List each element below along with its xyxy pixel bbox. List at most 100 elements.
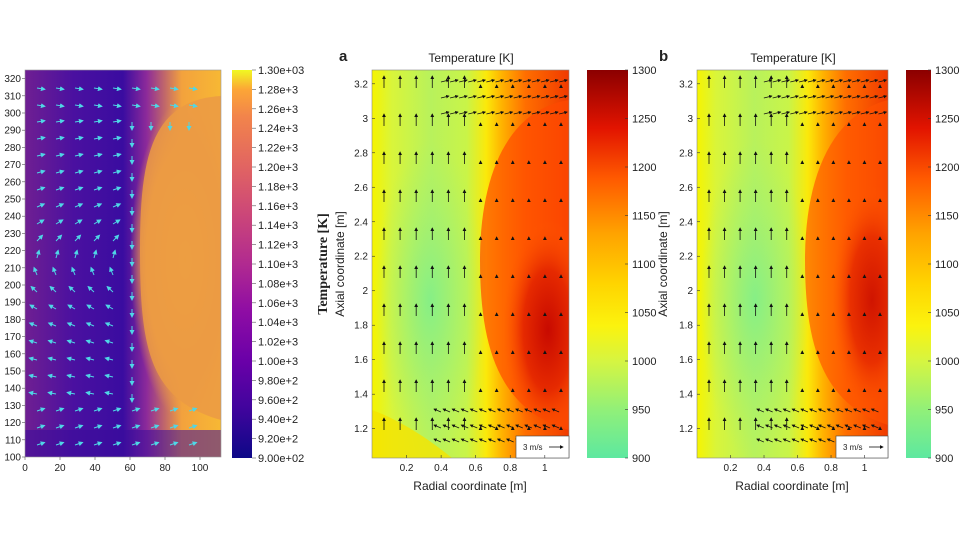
velocity-vector bbox=[763, 94, 773, 99]
velocity-vector bbox=[860, 94, 870, 99]
velocity-vector bbox=[826, 438, 835, 443]
ytick-label: 2.8 bbox=[679, 148, 693, 159]
plasma-ytick-label: 300 bbox=[4, 109, 21, 120]
velocity-vector bbox=[150, 86, 160, 92]
colorbar-tick-label: 1150 bbox=[935, 211, 959, 223]
velocity-vector bbox=[55, 407, 65, 413]
colorbar-tick-label: 1300 bbox=[935, 65, 959, 77]
velocity-vector bbox=[104, 322, 114, 327]
panel-b-title: Temperature [K] bbox=[750, 51, 835, 65]
velocity-vector bbox=[28, 390, 38, 396]
plasma-bottom-band bbox=[25, 430, 221, 457]
velocity-vector bbox=[816, 94, 826, 99]
velocity-vector bbox=[861, 408, 870, 413]
velocity-vector bbox=[468, 110, 477, 115]
velocity-vector bbox=[112, 152, 122, 158]
velocity-vector bbox=[109, 266, 114, 276]
velocity-vector bbox=[533, 408, 542, 413]
velocity-vector bbox=[55, 103, 65, 109]
panel-b-ylabel: Axial coordinate [m] bbox=[656, 211, 670, 316]
plasma-ytick-label: 170 bbox=[4, 332, 21, 343]
panel-a: a Temperature [K] 3 m/s 0.2 0.4 0.6 0.8 1 1.2… bbox=[333, 48, 656, 493]
velocity-vector bbox=[809, 424, 817, 429]
velocity-vector bbox=[800, 438, 809, 443]
velocity-vector bbox=[878, 94, 888, 99]
velocity-vector bbox=[49, 285, 57, 293]
velocity-vector bbox=[826, 408, 835, 413]
ytick-label: 1.8 bbox=[679, 321, 693, 332]
velocity-vector bbox=[825, 94, 835, 99]
velocity-vector bbox=[870, 424, 879, 429]
panel-b-colorbar-bar bbox=[906, 70, 931, 458]
velocity-vector bbox=[835, 424, 844, 429]
velocity-vector bbox=[513, 110, 523, 115]
panel-b-letter: b bbox=[659, 48, 668, 65]
velocity-vector bbox=[531, 78, 541, 83]
velocity-vector bbox=[92, 249, 98, 259]
velocity-vector bbox=[791, 408, 800, 413]
colorbar-tick-label: 1100 bbox=[632, 259, 656, 271]
velocity-vector bbox=[28, 373, 38, 379]
velocity-vector bbox=[756, 438, 764, 443]
velocity-vector bbox=[513, 78, 523, 83]
velocity-vector bbox=[549, 110, 559, 115]
velocity-vector bbox=[112, 135, 122, 141]
velocity-vector bbox=[460, 438, 469, 443]
velocity-vector bbox=[433, 424, 442, 429]
velocity-vector bbox=[66, 390, 76, 396]
velocity-vector bbox=[756, 424, 764, 429]
plasma-colorbar-ticks: 1.30e+03 1.28e+3 1.26e+3 1.24e+3 1.22e+3 1.20… bbox=[252, 65, 304, 465]
velocity-vector bbox=[486, 78, 496, 83]
velocity-vector bbox=[47, 373, 57, 379]
velocity-vector bbox=[782, 438, 791, 443]
velocity-vector bbox=[169, 424, 179, 430]
velocity-vector bbox=[111, 249, 117, 259]
velocity-vector bbox=[799, 78, 808, 83]
velocity-vector bbox=[515, 424, 523, 429]
velocity-vector bbox=[86, 304, 95, 310]
velocity-vector bbox=[36, 169, 46, 175]
velocity-vector bbox=[74, 135, 84, 141]
velocity-vector bbox=[131, 407, 141, 413]
plasma-ytick-label: 130 bbox=[4, 401, 21, 412]
panel-a-frame bbox=[371, 69, 570, 459]
velocity-vector bbox=[449, 94, 459, 99]
velocity-vector bbox=[860, 110, 870, 115]
velocity-vector bbox=[188, 424, 198, 430]
velocity-vector bbox=[843, 110, 852, 115]
velocity-vector bbox=[30, 285, 38, 293]
xtick-label: 0.2 bbox=[724, 463, 738, 474]
velocity-vector bbox=[66, 373, 76, 379]
velocity-vector bbox=[74, 234, 82, 242]
velocity-vector bbox=[104, 356, 114, 362]
velocity-vector bbox=[169, 407, 179, 413]
velocity-vector bbox=[773, 424, 782, 429]
plasma-xtick-label: 0 bbox=[22, 463, 28, 474]
velocity-vector bbox=[851, 94, 861, 99]
velocity-vector bbox=[55, 441, 65, 447]
plasma-xtick-label: 80 bbox=[159, 463, 171, 474]
velocity-vector bbox=[869, 110, 879, 115]
plasma-colorbar-tick-label: 9.60e+2 bbox=[258, 395, 298, 407]
velocity-vector bbox=[504, 110, 514, 115]
velocity-vector bbox=[74, 441, 84, 447]
velocity-vector bbox=[85, 356, 95, 362]
velocity-vector bbox=[112, 203, 122, 208]
plasma-colorbar-label: Temperature [K] bbox=[316, 213, 331, 314]
velocity-vector bbox=[487, 424, 496, 429]
velocity-vector bbox=[440, 78, 450, 83]
plasma-colorbar-tick-label: 1.22e+3 bbox=[258, 143, 298, 155]
velocity-vector bbox=[851, 78, 861, 83]
panel-b-frame bbox=[696, 69, 889, 459]
velocity-vector bbox=[540, 94, 550, 99]
velocity-vector bbox=[188, 407, 198, 413]
ytick-label: 3 bbox=[362, 114, 368, 125]
velocity-vector bbox=[93, 441, 103, 447]
plasma-colorbar-tick-label: 1.04e+3 bbox=[258, 317, 298, 329]
plasma-ytick-label: 250 bbox=[4, 195, 21, 206]
ytick-label: 1.2 bbox=[679, 424, 693, 435]
velocity-vector bbox=[478, 424, 487, 429]
velocity-vector bbox=[104, 390, 114, 396]
plasma-vector-field bbox=[28, 86, 198, 447]
velocity-vector bbox=[477, 110, 486, 115]
